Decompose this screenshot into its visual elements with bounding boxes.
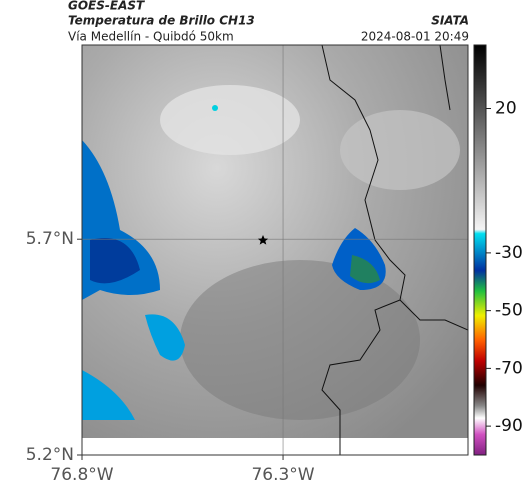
x-tick-label: 76.8°W	[50, 465, 113, 485]
colorbar-tick-label: -90	[495, 416, 523, 436]
colorbar-tick-label: -70	[495, 358, 523, 378]
colorbar	[473, 44, 487, 456]
colorbar-tick-label: -50	[495, 301, 523, 321]
city-marker	[257, 235, 269, 245]
title: Temperatura de Brillo CH13	[68, 14, 255, 28]
source: GOES-EAST	[68, 0, 145, 13]
y-tick-label: 5.7°N	[26, 229, 74, 249]
timestamp: 2024-08-01 20:49	[361, 30, 469, 44]
colorbar-tick-label: -30	[495, 243, 523, 263]
y-tick-label: 5.2°N	[26, 445, 74, 465]
credit: SIATA	[431, 14, 469, 28]
colorbar-tick-label: 20	[495, 99, 517, 119]
subtitle: Vía Medellín - Quibdó 50km	[68, 30, 234, 44]
map-frame	[81, 44, 469, 456]
map-area	[82, 45, 468, 455]
border	[321, 45, 406, 455]
x-tick-label: 76.3°W	[251, 465, 314, 485]
